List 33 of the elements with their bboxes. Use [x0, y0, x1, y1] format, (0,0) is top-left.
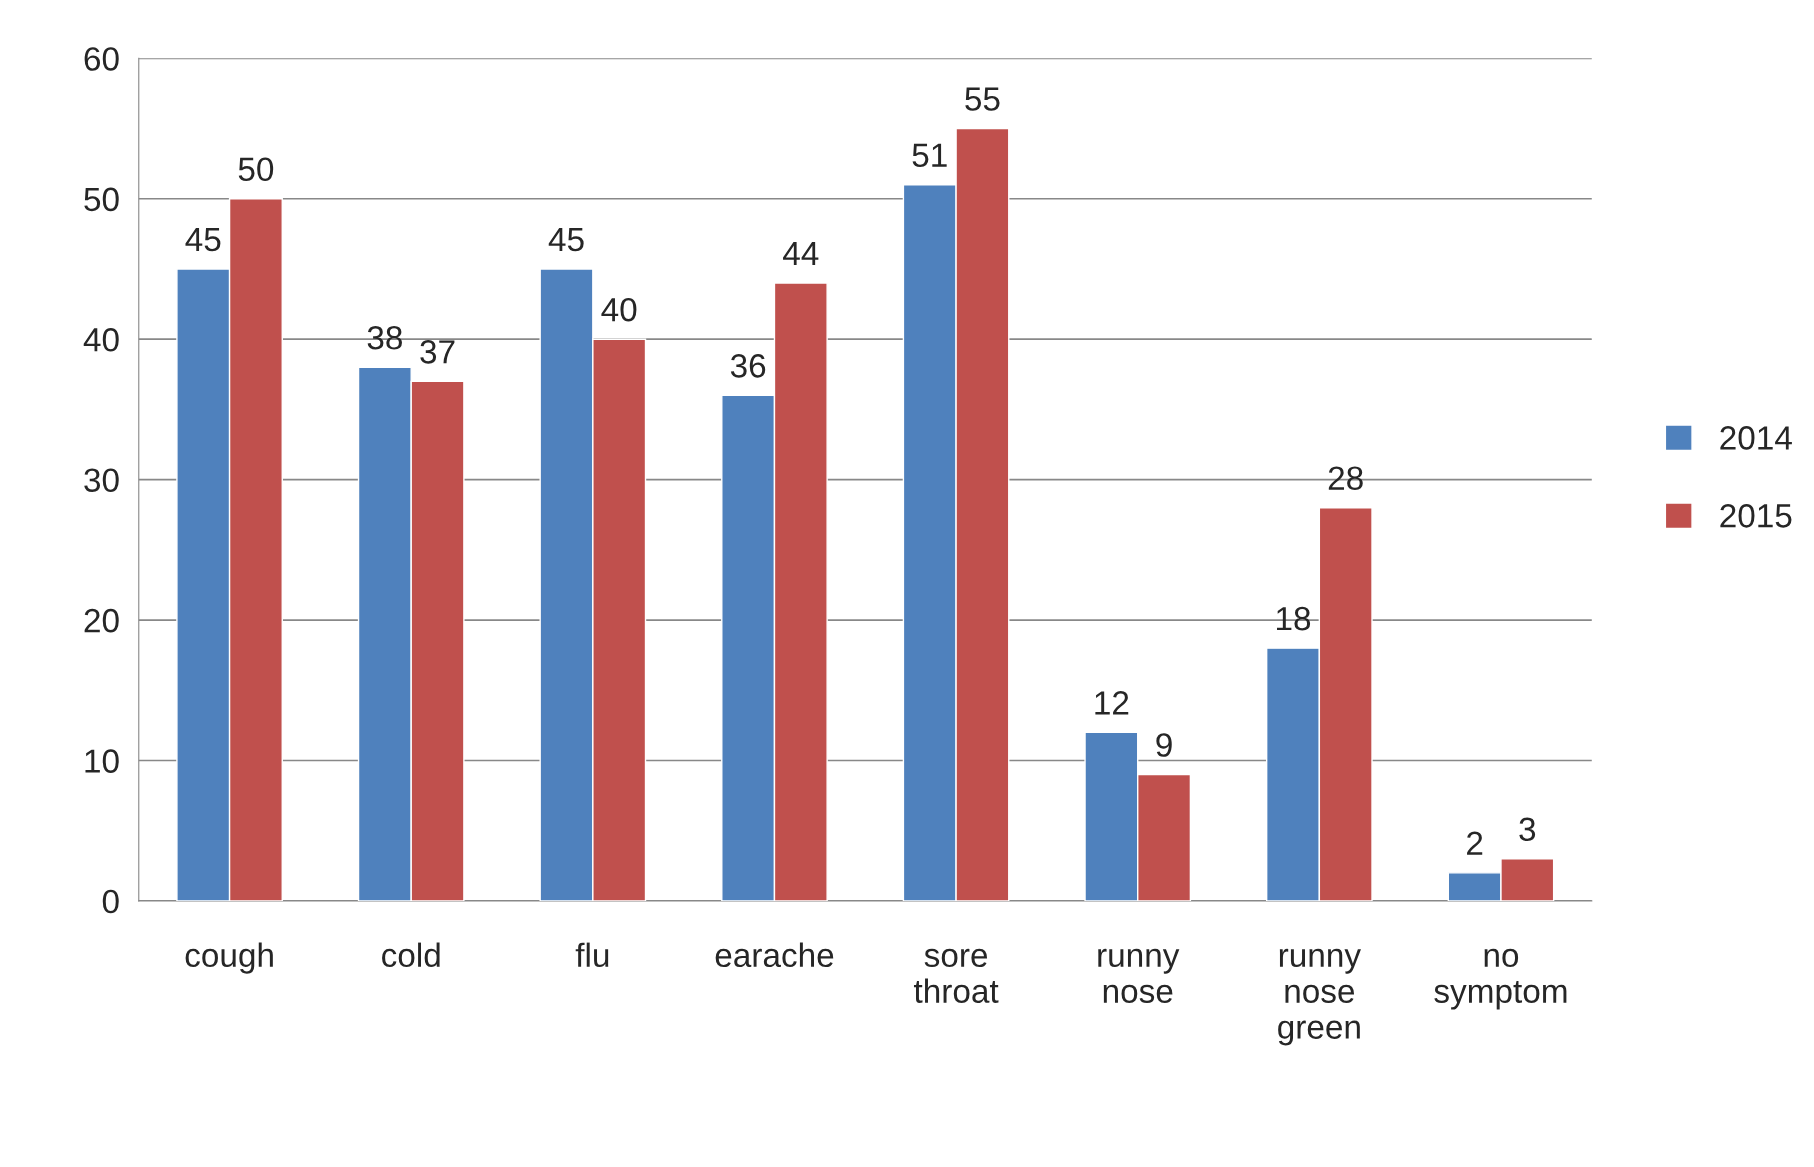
- y-tick-label: 40: [83, 328, 119, 352]
- x-tick-label: flu: [575, 942, 609, 968]
- data-label: 2: [1467, 831, 1483, 855]
- x-tick-label: no symptom: [1434, 948, 1567, 1010]
- x-tick-label: earache: [715, 942, 834, 968]
- legend-label: 2014: [1720, 426, 1792, 450]
- data-label: 44: [783, 242, 819, 266]
- legend-label: 2015: [1720, 504, 1792, 528]
- data-label: 51: [912, 143, 947, 168]
- data-label: 45: [185, 228, 221, 252]
- x-tick-label: runny nose: [1098, 948, 1180, 1003]
- x-tick-label: cold: [382, 942, 440, 968]
- data-label: 55: [965, 87, 1000, 111]
- y-tick-label: 20: [84, 608, 119, 633]
- data-label: 3: [1519, 817, 1536, 842]
- y-tick-label: 60: [84, 47, 119, 71]
- y-tick-label: 50: [84, 187, 119, 212]
- y-tick-label: 30: [84, 468, 119, 493]
- data-label: 40: [601, 297, 637, 322]
- y-tick-label: 10: [85, 749, 119, 773]
- data-label: 38: [367, 325, 402, 350]
- x-tick-label: cough: [185, 942, 273, 974]
- data-label: 18: [1277, 606, 1311, 631]
- y-tick-label: 0: [102, 889, 119, 914]
- data-label: 37: [420, 340, 455, 364]
- x-tick-label: runny nose green: [1278, 948, 1361, 1046]
- data-label: 28: [1328, 466, 1363, 491]
- data-label: 45: [548, 228, 584, 252]
- data-label: 12: [1095, 691, 1129, 715]
- x-tick-label: sore throat: [913, 948, 999, 1003]
- data-label: 50: [238, 157, 274, 182]
- data-label: 9: [1156, 733, 1172, 757]
- data-label: 36: [730, 354, 766, 378]
